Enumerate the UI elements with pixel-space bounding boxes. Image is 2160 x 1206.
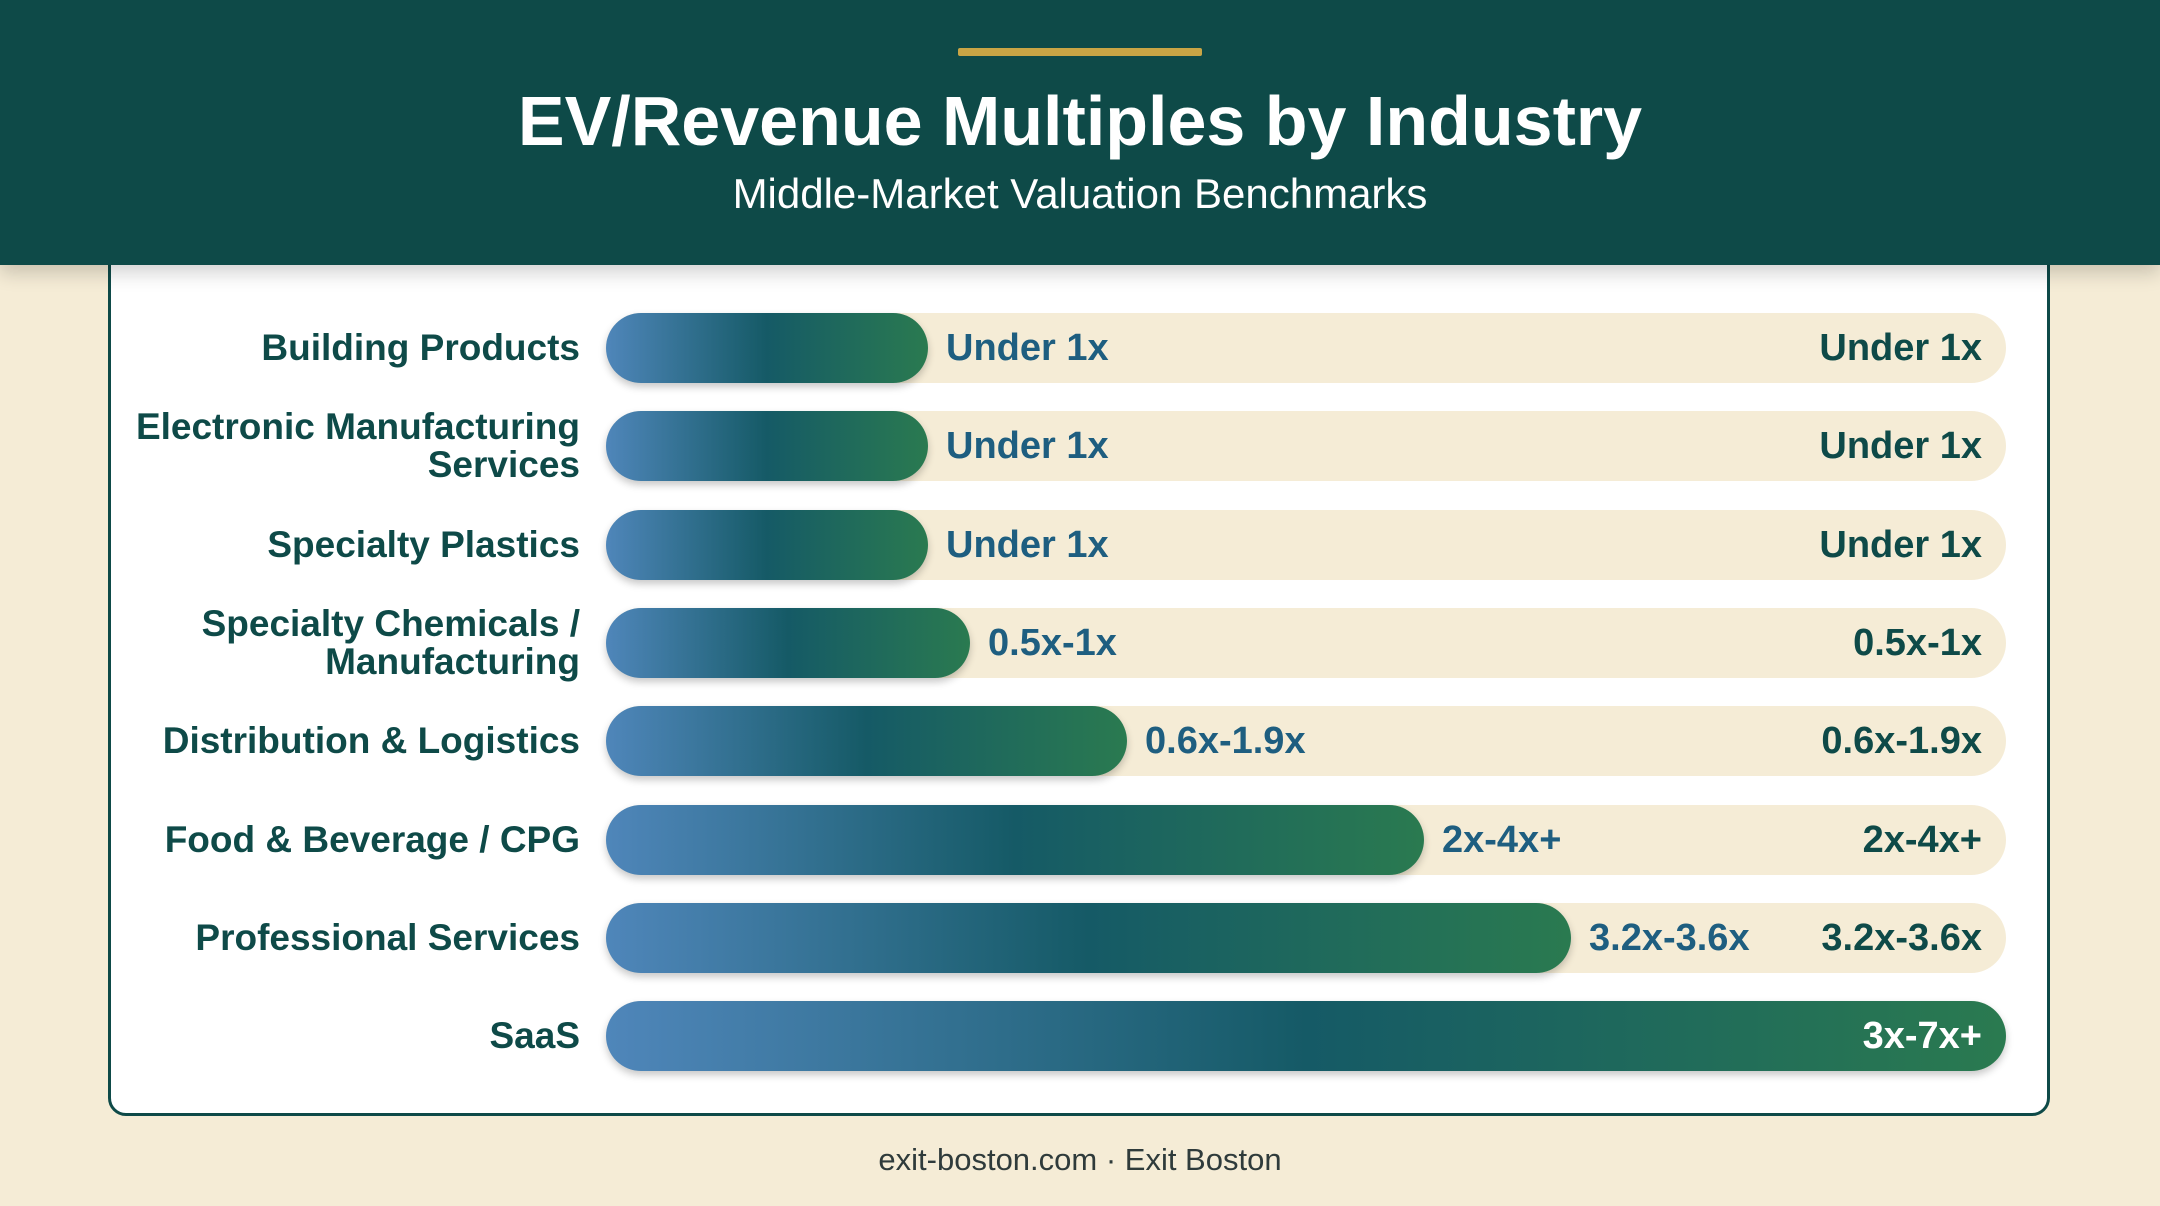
category-label: Distribution & Logistics	[108, 722, 580, 760]
bar-fill	[606, 608, 970, 678]
chart-header: EV/Revenue Multiples by Industry Middle-…	[0, 0, 2160, 265]
bar-fill	[606, 903, 1571, 973]
chart-title: EV/Revenue Multiples by Industry	[517, 82, 1643, 160]
bar-end-label: 2x-4x+	[1862, 819, 1982, 861]
bar-value-label: 2x-4x+	[1442, 819, 1562, 861]
bar-end-label: 0.5x-1x	[1853, 622, 1982, 664]
bar-track: Under 1x Under 1x	[606, 510, 2006, 580]
bar-track: 3x-7x+	[606, 1001, 2006, 1071]
category-label: Specialty Plastics	[108, 526, 580, 564]
bar-value-label: Under 1x	[946, 327, 1109, 369]
category-label: Building Products	[108, 329, 580, 367]
bar-value-label: 0.6x-1.9x	[1145, 720, 1306, 762]
category-label: Electronic Manufacturing Services	[108, 408, 580, 484]
bar-track: Under 1x Under 1x	[606, 411, 2006, 481]
bar-fill	[606, 805, 1424, 875]
bar-end-label: Under 1x	[1819, 327, 1982, 369]
category-label-line: Manufacturing	[325, 641, 580, 682]
accent-line	[958, 48, 1202, 56]
category-label: Professional Services	[108, 919, 580, 957]
bar-track: 2x-4x+ 2x-4x+	[606, 805, 2006, 875]
bar-fill	[606, 313, 928, 383]
bar-end-label: Under 1x	[1819, 524, 1982, 566]
chart-subtitle: Middle-Market Valuation Benchmarks	[732, 170, 1428, 217]
bar-value-label: Under 1x	[946, 425, 1109, 467]
bar-track: Under 1x Under 1x	[606, 313, 2006, 383]
category-label-line: Specialty Chemicals /	[201, 603, 580, 644]
bar-fill	[606, 411, 928, 481]
bar-end-label: 0.6x-1.9x	[1821, 720, 1982, 762]
bar-track: 0.6x-1.9x 0.6x-1.9x	[606, 706, 2006, 776]
category-label: SaaS	[108, 1017, 580, 1055]
category-label-line: Specialty Plastics	[267, 524, 580, 565]
category-label: Food & Beverage / CPG	[108, 821, 580, 859]
bar-fill	[606, 1001, 2006, 1071]
category-label: Specialty Chemicals / Manufacturing	[108, 605, 580, 681]
category-label-line: Electronic Manufacturing	[135, 406, 580, 447]
bar-fill	[606, 706, 1127, 776]
category-label-line: Services	[427, 444, 580, 485]
bar-track: 0.5x-1x 0.5x-1x	[606, 608, 2006, 678]
bar-fill	[606, 510, 928, 580]
bar-value-label: Under 1x	[946, 524, 1109, 566]
bar-value-label: 3.2x-3.6x	[1589, 917, 1750, 959]
footer-credit: exit-boston.com · Exit Boston	[878, 1142, 1282, 1177]
bar-value-label: 0.5x-1x	[988, 622, 1117, 664]
category-label-line: Food & Beverage / CPG	[164, 819, 580, 860]
bar-end-label: 3.2x-3.6x	[1821, 917, 1982, 959]
bar-end-label: Under 1x	[1819, 425, 1982, 467]
category-label-line: Professional Services	[195, 917, 580, 958]
bar-track: 3.2x-3.6x 3.2x-3.6x	[606, 903, 2006, 973]
category-label-line: Building Products	[261, 327, 580, 368]
category-label-line: SaaS	[489, 1015, 580, 1056]
category-label-line: Distribution & Logistics	[162, 720, 580, 761]
bar-end-label: 3x-7x+	[1862, 1015, 1982, 1057]
